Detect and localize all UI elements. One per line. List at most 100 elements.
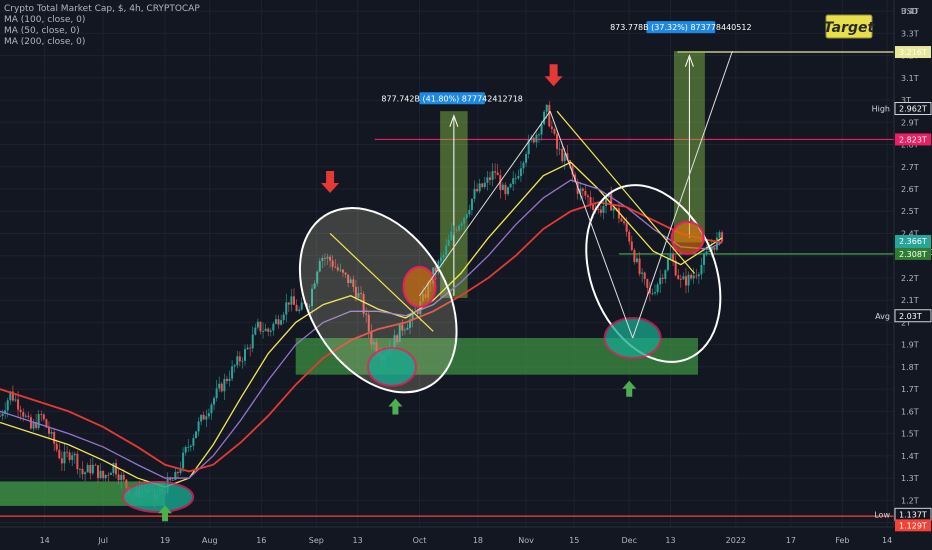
candle-body-196 — [504, 184, 507, 195]
measure-arrowhead-2 — [684, 54, 694, 67]
candle-body-173 — [445, 245, 448, 255]
candle-body-85 — [218, 383, 221, 389]
candle-body-198 — [509, 183, 512, 188]
candle-body-189 — [486, 177, 489, 183]
candle-body-40 — [102, 470, 105, 479]
candle-body-34 — [86, 465, 89, 473]
price-axis[interactable]: 1.1T1.2T1.3T1.4T1.5T1.6T1.7T1.8T1.9T2T2.… — [893, 0, 932, 550]
candle-body-228 — [586, 195, 589, 198]
legend-symbol[interactable]: Crypto Total Market Cap, $, 4h, CRYPTOCA… — [4, 4, 200, 14]
candle-body-199 — [512, 178, 515, 184]
candle-body-92 — [236, 356, 239, 366]
candle-body-134 — [344, 272, 347, 275]
ma-line-2 — [0, 201, 723, 473]
candle-body-252 — [648, 287, 651, 294]
candle-body-70 — [179, 468, 182, 473]
y-tick-16: 2.7T — [901, 163, 919, 172]
y-tick-5: 1.6T — [901, 407, 919, 416]
candle-body-46 — [117, 474, 120, 481]
legend-ma200[interactable]: MA (200, close, 0) — [4, 37, 86, 47]
candle-body-176 — [452, 229, 455, 232]
candle-body-254 — [654, 292, 657, 294]
candle-body-261 — [672, 253, 675, 261]
x-tick-5: Sep — [309, 536, 324, 545]
candle-body-76 — [194, 431, 197, 439]
up-arrow-jul — [158, 505, 173, 522]
price-tag-8: 1.129T — [899, 521, 927, 530]
x-tick-3: Aug — [202, 536, 218, 545]
candle-body-80 — [205, 416, 208, 420]
candle-body-9 — [22, 411, 25, 417]
candle-body-87 — [223, 378, 226, 392]
candle-body-169 — [434, 267, 437, 272]
candle-body-27 — [68, 452, 71, 460]
legend-ma100[interactable]: MA (100, close, 0) — [4, 15, 86, 25]
candle-body-104 — [267, 328, 270, 332]
candle-body-29 — [73, 453, 76, 456]
candle-body-44 — [112, 463, 115, 473]
candle-body-175 — [450, 231, 453, 240]
price-tag-0: 3.216T — [899, 48, 927, 57]
y-tick-20: 3.1T — [901, 74, 919, 83]
candle-body-71 — [182, 452, 185, 469]
candle-body-93 — [238, 356, 241, 362]
target-label-bg — [825, 14, 873, 39]
candle-body-103 — [264, 328, 267, 332]
candle-body-35 — [89, 465, 92, 474]
candle-body-260 — [669, 253, 672, 260]
legend-ma50[interactable]: MA (50, close, 0) — [4, 26, 80, 36]
down-arrow-nov — [544, 64, 563, 87]
candle-body-30 — [76, 453, 79, 470]
candle-body-12 — [29, 417, 32, 429]
time-axis-bg — [0, 527, 932, 550]
ma-line-0 — [0, 161, 723, 488]
candle-body-74 — [189, 445, 192, 447]
candle-body-186 — [478, 183, 481, 192]
candle-body-238 — [612, 208, 615, 211]
candle-body-49 — [125, 479, 128, 488]
candle-body-191 — [491, 171, 494, 180]
candle-body-225 — [579, 188, 582, 194]
candle-body-2 — [4, 410, 7, 414]
candle-body-142 — [365, 313, 368, 315]
candle-body-273 — [703, 254, 706, 265]
candle-body-26 — [66, 451, 69, 453]
time-axis[interactable]: 14 Jul 19 Aug 16 Sep 13 Oct 18 Nov 15 Dec 13 2022 17 Fe… — [0, 526, 932, 550]
candle-body-31 — [78, 468, 81, 470]
candle-body-248 — [638, 258, 641, 274]
candle-body-188 — [483, 182, 486, 188]
candle-body-242 — [623, 221, 626, 224]
candle-body-215 — [553, 129, 556, 134]
candle-body-144 — [370, 331, 373, 345]
candle-body-277 — [713, 247, 716, 250]
candle-body-141 — [362, 293, 365, 314]
candle-body-43 — [109, 472, 112, 476]
candle-body-246 — [633, 250, 636, 263]
candle-body-211 — [543, 111, 546, 125]
x-tick-10: 15 — [569, 536, 579, 545]
price-tag-bg-0 — [895, 46, 931, 59]
candle-body-180 — [463, 217, 466, 224]
y-tick-8: 1.9T — [901, 341, 919, 350]
candle-body-81 — [207, 413, 210, 417]
y-tick-19: 3T — [901, 96, 911, 105]
x-tick-7: Oct — [413, 536, 427, 545]
candle-body-122 — [313, 283, 316, 289]
candle-body-16 — [40, 414, 43, 415]
candle-body-102 — [262, 331, 265, 332]
circle-breakout-1 — [402, 265, 437, 308]
candle-body-250 — [643, 272, 646, 280]
candle-body-276 — [710, 247, 713, 252]
candle-body-162 — [416, 311, 419, 315]
candle-body-136 — [349, 279, 352, 284]
candle-body-253 — [651, 293, 654, 295]
ma-line-1 — [0, 179, 723, 479]
candle-body-275 — [708, 251, 711, 252]
measure-boxes: 877.742B (41.80%) 877742412718 873.778B (… — [381, 21, 752, 298]
price-tag-name-1: High — [872, 105, 890, 114]
candle-body-264 — [679, 278, 682, 280]
pattern-line-1 — [419, 110, 551, 297]
price-tag-6: 2.03T — [899, 312, 922, 321]
candle-body-190 — [488, 177, 491, 180]
